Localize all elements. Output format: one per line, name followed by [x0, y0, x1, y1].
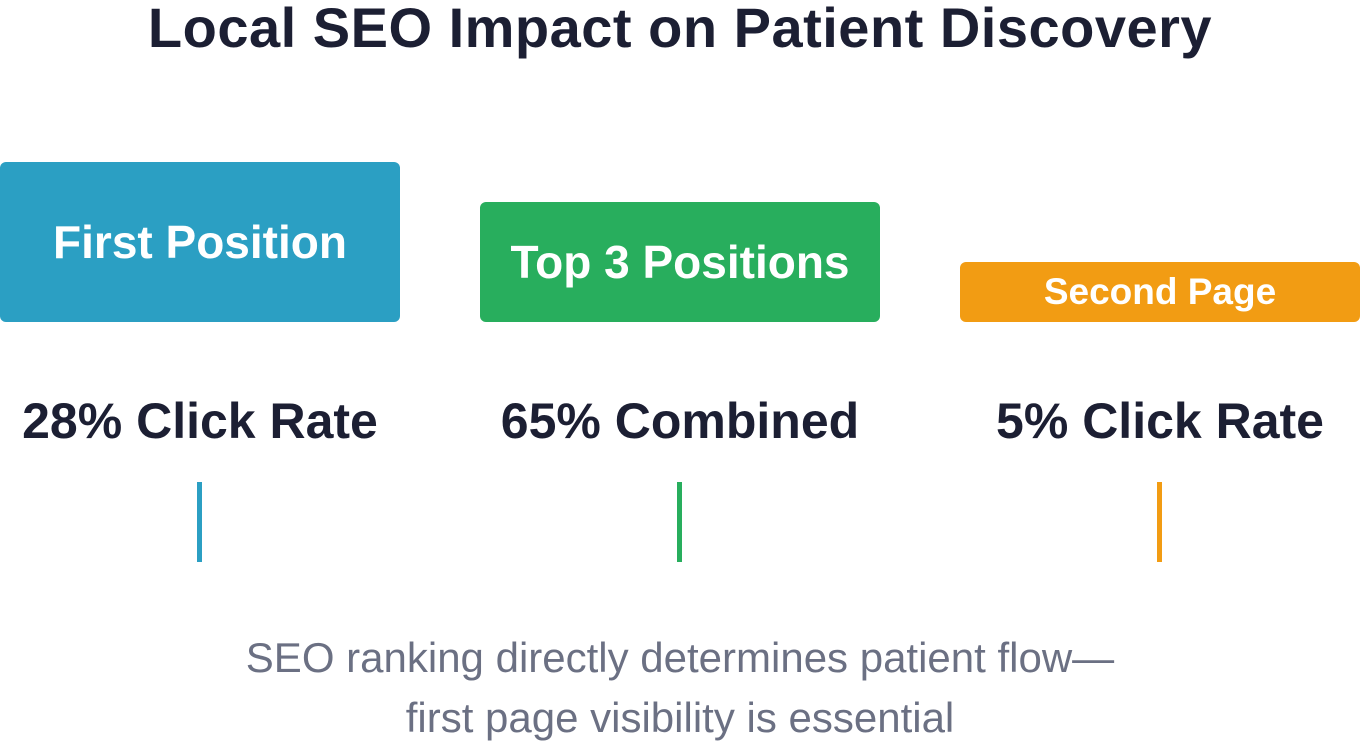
tier-stat-top-3-positions: 65% Combined: [500, 393, 860, 449]
tier-connector-top-3-positions: [677, 482, 682, 562]
caption-line-1: SEO ranking directly determines patient …: [245, 634, 1115, 681]
tier-connector-first-position: [197, 482, 202, 562]
tier-box-top-3-positions: Top 3 Positions: [480, 202, 880, 322]
diagram-title: Local SEO Impact on Patient Discovery: [147, 0, 1213, 59]
tier-connector-second-page: [1157, 482, 1162, 562]
tier-box-first-position: First Position: [0, 162, 400, 322]
caption-line-2: first page visibility is essential: [405, 694, 955, 741]
tier-stat-second-page: 5% Click Rate: [996, 393, 1324, 449]
tier-box-second-page: Second Page: [960, 262, 1360, 322]
tier-stat-first-position: 28% Click Rate: [22, 393, 378, 449]
